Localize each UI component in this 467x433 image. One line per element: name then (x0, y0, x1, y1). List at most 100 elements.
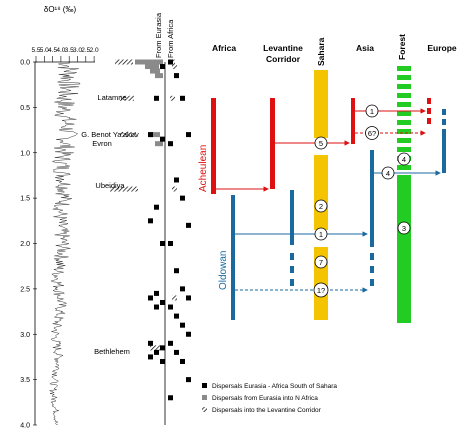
age-tick-label: 1.0 (20, 150, 30, 157)
event-6: 1 (365, 104, 379, 118)
dispersal-mark (154, 304, 159, 310)
dispersal-mark (150, 68, 160, 74)
dispersal-mark (180, 95, 185, 101)
dispersal-marks (110, 59, 191, 401)
dispersal-mark (160, 299, 165, 305)
acheulean-europe-bar (427, 98, 431, 124)
d18o-tick-label: 2.0 (90, 47, 99, 54)
dispersal-mark (150, 132, 160, 138)
dispersal-mark (168, 141, 173, 147)
forest-dash (397, 111, 411, 116)
legend-swatch-black (202, 383, 207, 388)
dispersal-mark (170, 95, 175, 101)
age-tick-labels: 0.0 0.5 1.0 1.5 2.0 2.5 3.0 3.5 4.0 (20, 60, 37, 430)
svg-text:2: 2 (319, 202, 323, 211)
event-4-asia: 4 (381, 166, 395, 180)
acheulean-levant-bar (270, 98, 275, 189)
legend-swatch-hatch (202, 407, 207, 412)
site-label-evron: Evron (92, 139, 112, 148)
age-tick-label: 1.5 (20, 196, 30, 203)
age-tick-label: 3.0 (20, 332, 30, 339)
dispersal-mark (154, 349, 159, 355)
site-label-latamne: Latamne (97, 93, 126, 102)
region-sahara: Sahara (316, 37, 326, 66)
dispersal-mark (172, 186, 177, 192)
age-tick-label: 3.5 (20, 377, 30, 384)
dispersal-mark (115, 59, 133, 65)
d18o-tick-label: 5.5 (31, 47, 40, 54)
event-1: 1 (314, 227, 328, 241)
svg-text:1: 1 (370, 107, 374, 116)
region-europe: Europe (427, 43, 457, 53)
dispersal-mark (145, 64, 159, 70)
dispersal-mark (174, 313, 179, 319)
dispersal-mark (172, 64, 177, 70)
oldowan-asia-bar (370, 150, 374, 247)
column-label-from-africa: From Africa (166, 19, 175, 58)
svg-text:4: 4 (386, 169, 390, 178)
event-3: 3 (397, 221, 411, 235)
column-label-from-eurasia: From Eurasia (154, 12, 163, 58)
site-label-ubeidiya: Ubeidiya (95, 181, 125, 190)
forest-dash (397, 129, 411, 134)
svg-text:6?: 6? (368, 129, 376, 138)
acheulean-label: Acheulean (198, 145, 209, 192)
svg-text:1?: 1? (317, 286, 325, 295)
d18o-tick-label: 3.5 (65, 47, 74, 54)
oldowan-label: Oldowan (218, 251, 229, 290)
dispersal-mark (148, 354, 153, 360)
dispersal-mark (150, 345, 162, 351)
forest-dash (397, 138, 411, 143)
d18o-tick-labels: 5.5 5.0 4.5 4.0 3.5 3.0 2.5 2.0 (31, 47, 99, 62)
dispersal-mark (148, 295, 153, 301)
region-forest: Forest (397, 34, 407, 60)
age-tick-label: 4.0 (20, 423, 30, 430)
dispersal-mark (174, 349, 179, 355)
dispersal-mark (160, 136, 165, 142)
svg-text:4: 4 (402, 155, 406, 164)
oldowan-levant-bar (290, 190, 294, 245)
dispersal-mark (160, 358, 165, 364)
dispersal-mark (186, 222, 191, 228)
dispersal-mark (180, 358, 185, 364)
age-tick-label: 2.0 (20, 241, 30, 248)
region-africa: Africa (212, 43, 236, 53)
d18o-tick-label: 3.0 (73, 47, 82, 54)
region-levantine-corridor: Levantine Corridor (263, 43, 303, 64)
dispersal-mark (160, 64, 165, 70)
dispersal-mark (154, 204, 159, 210)
dispersal-mark (186, 295, 191, 301)
sahara-bar-upper (314, 70, 328, 138)
event-1q: 1? (313, 282, 329, 298)
dispersal-mark (186, 331, 191, 337)
forest-dash (397, 147, 411, 152)
age-tick-label: 0.0 (20, 60, 30, 67)
dispersal-mark (168, 395, 173, 401)
dispersal-mark (160, 345, 165, 351)
event-7: 7 (314, 255, 328, 269)
dispersal-mark (180, 322, 185, 328)
d18o-tick-label: 4.5 (48, 47, 57, 54)
region-asia: Asia (356, 43, 374, 53)
dispersal-mark (135, 59, 163, 65)
age-tick-label: 2.5 (20, 286, 30, 293)
event-4-forest: 4 (397, 152, 411, 166)
dispersal-mark (168, 241, 173, 246)
site-label-bethlehem: Bethlehem (94, 347, 130, 356)
site-label-benot-yaakov: G. Benot Ya'akov (81, 130, 139, 139)
oldowan-levant-dashed (290, 253, 294, 286)
dispersal-mark (110, 186, 138, 192)
dispersal-mark (155, 73, 163, 79)
svg-text:7: 7 (319, 258, 323, 267)
legend-swatch-gray (202, 395, 207, 400)
dispersal-mark (148, 340, 153, 346)
dispersal-mark (154, 95, 159, 101)
dispersal-mark (186, 132, 191, 138)
forest-dash (397, 165, 411, 170)
sahara-bar-middle (314, 155, 328, 230)
dispersal-mark (155, 141, 163, 147)
dispersal-mark (174, 73, 179, 79)
forest-bar-solid (397, 175, 411, 323)
dispersal-mark (168, 59, 173, 65)
